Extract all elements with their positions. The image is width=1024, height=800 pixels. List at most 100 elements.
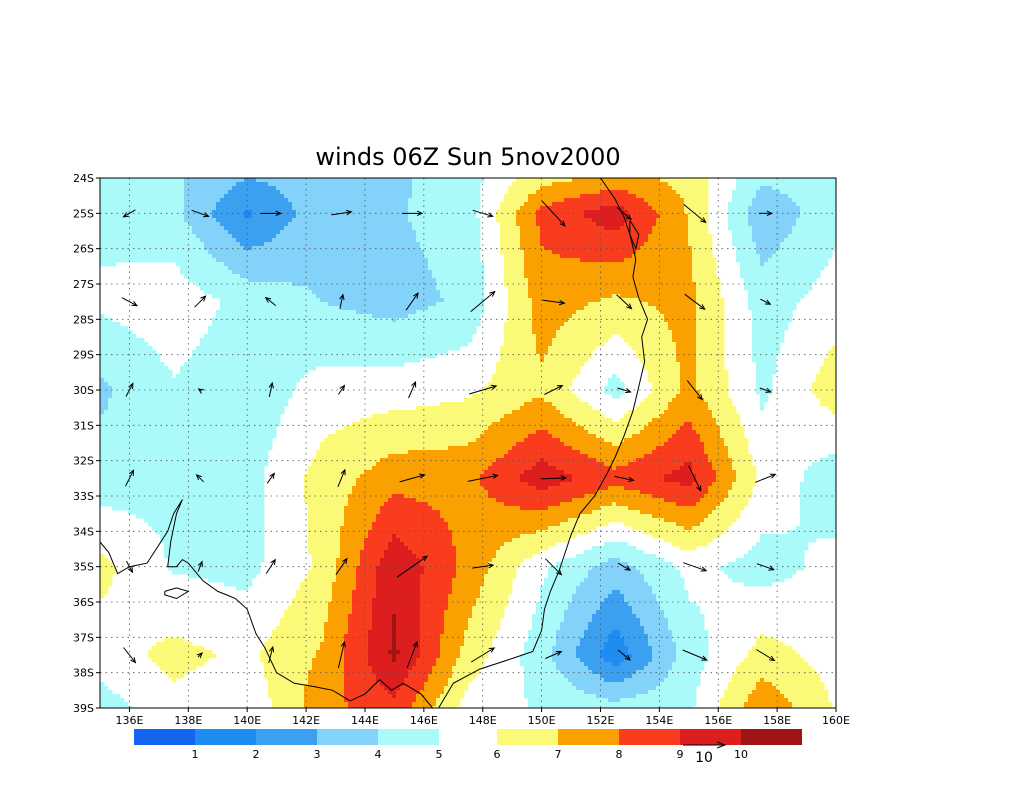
speed-cell (120, 202, 125, 207)
speed-cell (796, 194, 801, 199)
speed-cell (688, 282, 693, 287)
speed-cell (548, 274, 553, 279)
speed-cell (652, 234, 657, 239)
speed-cell (676, 246, 681, 251)
speed-cell (200, 234, 205, 239)
speed-cell (512, 246, 517, 251)
speed-cell (564, 282, 569, 287)
speed-cell (624, 238, 629, 243)
speed-cell (820, 202, 825, 207)
speed-cell (596, 242, 601, 247)
speed-cell (272, 274, 277, 279)
speed-cell (740, 210, 745, 215)
speed-cell (256, 258, 261, 263)
speed-cell (640, 202, 645, 207)
speed-cell (144, 246, 149, 251)
speed-cell (756, 278, 761, 283)
speed-cell (608, 246, 613, 251)
speed-cell (392, 262, 397, 267)
speed-cell (360, 198, 365, 203)
speed-cell (428, 234, 433, 239)
speed-cell (328, 178, 333, 183)
speed-cell (592, 194, 597, 199)
speed-cell (260, 282, 265, 287)
speed-cell (588, 254, 593, 259)
speed-cell (264, 254, 269, 259)
speed-cell (100, 206, 105, 211)
speed-cell (564, 198, 569, 203)
speed-cell (112, 186, 117, 191)
speed-cell (408, 274, 413, 279)
speed-cell (264, 270, 269, 275)
speed-cell (636, 214, 641, 219)
speed-cell (776, 226, 781, 231)
speed-cell (516, 230, 521, 235)
speed-cell (400, 278, 405, 283)
speed-cell (560, 262, 565, 267)
speed-cell (132, 198, 137, 203)
speed-cell (308, 218, 313, 223)
speed-cell (344, 194, 349, 199)
speed-cell (280, 246, 285, 251)
speed-cell (472, 230, 477, 235)
speed-cell (260, 298, 265, 303)
speed-cell (524, 234, 529, 239)
speed-cell (588, 278, 593, 283)
speed-cell (260, 218, 265, 223)
speed-cell (344, 226, 349, 231)
speed-cell (784, 214, 789, 219)
speed-cell (196, 202, 201, 207)
speed-cell (656, 182, 661, 187)
speed-cell (172, 194, 177, 199)
speed-cell (592, 198, 597, 203)
speed-cell (528, 214, 533, 219)
speed-cell (432, 230, 437, 235)
speed-cell (580, 178, 585, 183)
speed-cell (676, 182, 681, 187)
speed-cell (332, 242, 337, 247)
speed-cell (568, 278, 573, 283)
speed-cell (232, 250, 237, 255)
speed-cell (456, 214, 461, 219)
speed-cell (308, 226, 313, 231)
speed-cell (352, 258, 357, 263)
speed-cell (792, 242, 797, 247)
speed-cell (544, 218, 549, 223)
speed-cell (104, 198, 109, 203)
speed-cell (772, 242, 777, 247)
speed-cell (436, 242, 441, 247)
speed-cell (100, 210, 105, 215)
speed-cell (748, 206, 753, 211)
speed-cell (600, 214, 605, 219)
speed-cell (668, 270, 673, 275)
speed-cell (276, 206, 281, 211)
speed-cell (572, 202, 577, 207)
speed-cell (700, 266, 705, 271)
speed-cell (512, 290, 517, 295)
speed-cell (368, 238, 373, 243)
speed-cell (228, 202, 233, 207)
speed-cell (824, 246, 829, 251)
speed-cell (672, 202, 677, 207)
speed-cell (288, 234, 293, 239)
speed-cell (740, 246, 745, 251)
speed-cell (252, 270, 257, 275)
speed-cell (788, 178, 793, 183)
speed-cell (792, 254, 797, 259)
speed-cell (212, 230, 217, 235)
speed-cell (328, 222, 333, 227)
speed-cell (440, 218, 445, 223)
speed-cell (400, 190, 405, 195)
speed-cell (332, 274, 337, 279)
speed-cell (764, 254, 769, 259)
speed-cell (356, 234, 361, 239)
speed-cell (612, 290, 617, 295)
speed-cell (156, 214, 161, 219)
speed-cell (380, 294, 385, 299)
speed-cell (336, 266, 341, 271)
speed-cell (728, 202, 733, 207)
speed-cell (372, 210, 377, 215)
speed-cell (804, 178, 809, 183)
speed-cell (772, 190, 777, 195)
speed-cell (180, 266, 185, 271)
